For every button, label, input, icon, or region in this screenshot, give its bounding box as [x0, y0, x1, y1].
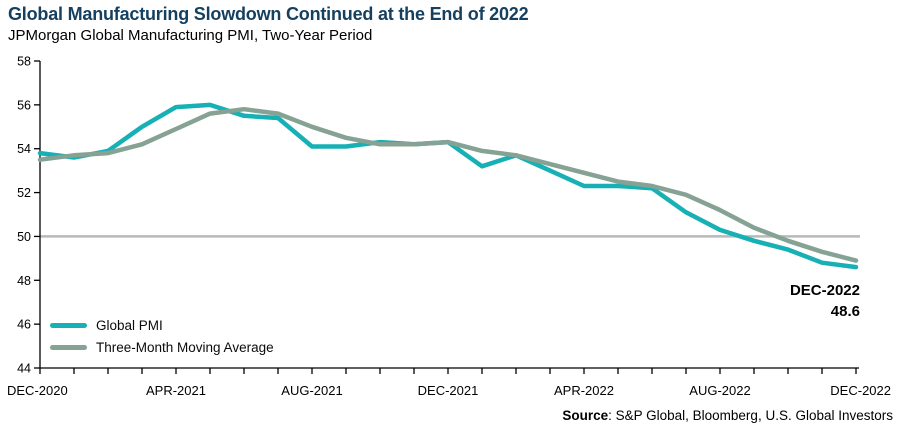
- x-tick-label: AUG-2021: [281, 383, 342, 398]
- moving-average-swatch-icon: [50, 344, 87, 350]
- end-value-annotation: DEC-2022 48.6: [790, 280, 860, 322]
- source-text: : S&P Global, Bloomberg, U.S. Global Inv…: [608, 408, 893, 423]
- moving-average-line: [37, 106, 859, 263]
- legend-label-global-pmi: Global PMI: [96, 317, 163, 333]
- y-tick-label: 46: [17, 318, 31, 332]
- y-tick-label: 54: [17, 142, 31, 156]
- chart-subtitle: JPMorgan Global Manufacturing PMI, Two-Y…: [8, 27, 373, 44]
- global-pmi-swatch-icon: [50, 322, 87, 328]
- y-tick-label: 48: [17, 274, 31, 288]
- legend-item-global-pmi: Global PMI: [50, 314, 274, 336]
- y-tick-label: 52: [17, 186, 31, 200]
- global-pmi-line: [37, 102, 859, 270]
- legend-item-moving-average: Three-Month Moving Average: [50, 336, 274, 358]
- y-tick-label: 56: [17, 98, 31, 112]
- y-tick-label: 44: [17, 362, 31, 376]
- x-tick-label: DEC-2022: [830, 383, 891, 398]
- x-tick-label: APR-2021: [146, 383, 206, 398]
- y-tick-label: 58: [17, 55, 31, 69]
- x-tick-label: DEC-2021: [418, 383, 479, 398]
- x-tick-label: APR-2022: [554, 383, 614, 398]
- end-value-date: DEC-2022: [789, 282, 860, 299]
- chart-title: Global Manufacturing Slowdown Continued …: [8, 4, 529, 24]
- source-note: Source: S&P Global, Bloomberg, U.S. Glob…: [562, 408, 893, 423]
- x-tick-label: AUG-2022: [689, 383, 750, 398]
- source-label: Source: [562, 408, 609, 423]
- legend-label-moving-average: Three-Month Moving Average: [96, 339, 274, 355]
- legend: Global PMI Three-Month Moving Average: [50, 314, 274, 358]
- x-tick-label: DEC-2020: [7, 383, 68, 398]
- y-tick-label: 50: [17, 230, 31, 244]
- end-value-number: 48.6: [830, 303, 860, 320]
